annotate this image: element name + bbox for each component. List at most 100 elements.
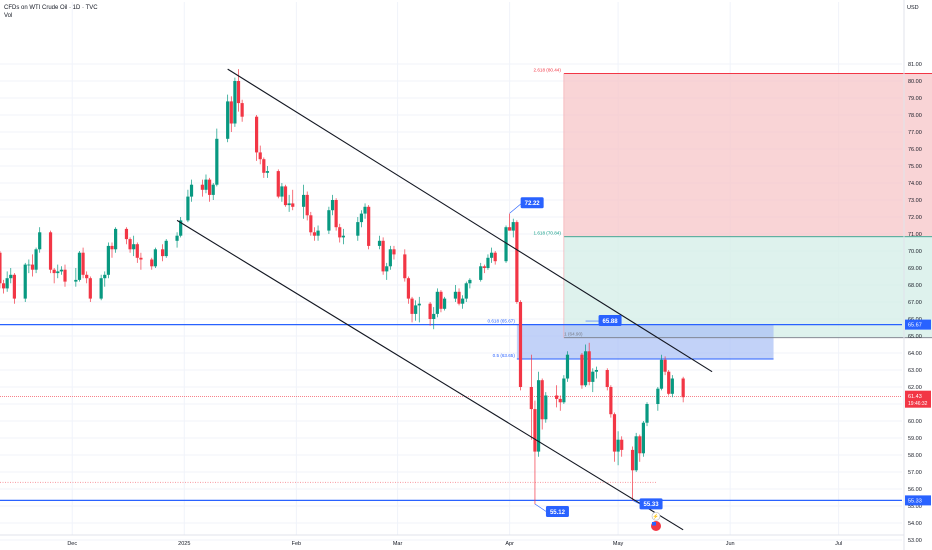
candle-body xyxy=(226,101,230,139)
candle-body xyxy=(536,380,541,452)
candle-body xyxy=(287,203,291,206)
y-tick-label: 70.00 xyxy=(908,249,922,255)
candle-body xyxy=(179,220,183,236)
candle-body xyxy=(681,378,685,398)
price-axis-tag-label: 55.33 xyxy=(908,498,922,504)
candle-body xyxy=(428,303,432,319)
candle-body xyxy=(515,222,519,302)
candle-body xyxy=(656,388,660,404)
candle-body xyxy=(663,359,667,372)
candle-body xyxy=(56,271,60,274)
candle-body xyxy=(406,278,411,299)
candle-body xyxy=(34,249,38,270)
fib-level-label: 0.5 (63.65) xyxy=(493,353,516,358)
candle-body xyxy=(612,414,617,452)
candle-body xyxy=(77,252,82,280)
callout-pointer xyxy=(509,203,522,214)
candle-body xyxy=(106,245,110,275)
candle-body xyxy=(670,378,674,394)
candle-body xyxy=(630,449,635,471)
candle-body xyxy=(504,227,508,262)
candle-body xyxy=(236,81,241,104)
candle-body xyxy=(377,240,382,246)
symbol-title[interactable]: CFDs on WTI Crude Oil · 1D · TVC xyxy=(4,5,98,11)
candle-body xyxy=(265,171,270,173)
candle-body xyxy=(254,116,259,153)
y-tick-label: 62.00 xyxy=(908,385,922,391)
y-tick-label: 68.00 xyxy=(908,283,922,289)
candle-body xyxy=(356,222,360,236)
candle-body xyxy=(189,184,194,197)
candle-body xyxy=(410,298,414,314)
x-tick-label: Jun xyxy=(726,541,735,547)
price-axis-tag xyxy=(905,495,931,506)
y-tick-label: 72.00 xyxy=(908,215,922,221)
candle-body xyxy=(59,269,63,272)
candle-body xyxy=(309,215,313,233)
candle-body xyxy=(258,152,262,160)
candle-body xyxy=(23,264,27,299)
callout-pointer xyxy=(534,503,548,513)
candle-body xyxy=(457,291,461,304)
price-callout xyxy=(639,498,663,510)
candle-body xyxy=(616,439,620,452)
candle-body xyxy=(161,249,165,257)
candle-body xyxy=(638,436,642,454)
candle-body xyxy=(594,370,599,372)
currency-label[interactable]: USD xyxy=(907,5,919,11)
candle-body xyxy=(316,230,320,236)
candle-body xyxy=(30,264,35,270)
flash-event-icon xyxy=(651,511,661,521)
candle-body xyxy=(0,252,2,284)
candle-body xyxy=(63,269,67,282)
candle-body xyxy=(132,244,136,250)
candle-body xyxy=(518,302,523,387)
fib-level-label: 1.618 (70.84) xyxy=(534,231,562,236)
candle-body xyxy=(85,274,89,279)
y-tick-label: 77.00 xyxy=(908,130,922,136)
x-tick-label: 2025 xyxy=(178,541,190,547)
candle-body xyxy=(540,380,544,420)
channel-trendline xyxy=(227,68,713,373)
candle-body xyxy=(609,387,613,415)
bar-countdown-label: 19:46:32 xyxy=(908,401,928,407)
y-tick-label: 58.00 xyxy=(908,453,922,459)
candle-body xyxy=(367,206,371,246)
candle-body xyxy=(580,354,584,386)
candle-body xyxy=(229,101,233,124)
y-tick-label: 78.00 xyxy=(908,113,922,119)
candle-body xyxy=(381,240,385,272)
candle-body xyxy=(186,196,190,221)
y-tick-label: 57.00 xyxy=(908,470,922,476)
price-callout-label: 72.22 xyxy=(525,201,541,207)
candle-body xyxy=(153,249,157,267)
price-callout-label: 65.88 xyxy=(603,319,619,325)
price-axis-tag xyxy=(905,319,931,330)
y-tick-label: 80.00 xyxy=(908,79,922,85)
candle-body xyxy=(493,252,497,262)
price-callout xyxy=(545,505,569,517)
price-callout-label: 55.12 xyxy=(550,510,566,516)
candle-body xyxy=(135,244,139,258)
y-tick-label: 79.00 xyxy=(908,96,922,102)
y-tick-label: 71.00 xyxy=(908,232,922,238)
candle-body xyxy=(529,387,533,410)
candle-body xyxy=(233,81,237,124)
candle-body xyxy=(667,371,671,394)
y-tick-label: 73.00 xyxy=(908,198,922,204)
y-tick-label: 69.00 xyxy=(908,266,922,272)
candle-body xyxy=(605,370,609,387)
y-tick-label: 75.00 xyxy=(908,164,922,170)
candle-body xyxy=(634,436,638,471)
candle-body xyxy=(276,171,280,197)
y-tick-label: 76.00 xyxy=(908,147,922,153)
candle-body xyxy=(558,398,562,403)
candle-body xyxy=(486,257,490,268)
candle-body xyxy=(27,264,31,266)
candle-body xyxy=(88,278,92,299)
candle-body xyxy=(489,252,494,258)
current-price-label: 61.43 xyxy=(908,394,922,400)
candle-body xyxy=(587,351,591,382)
candle-body xyxy=(114,228,118,250)
